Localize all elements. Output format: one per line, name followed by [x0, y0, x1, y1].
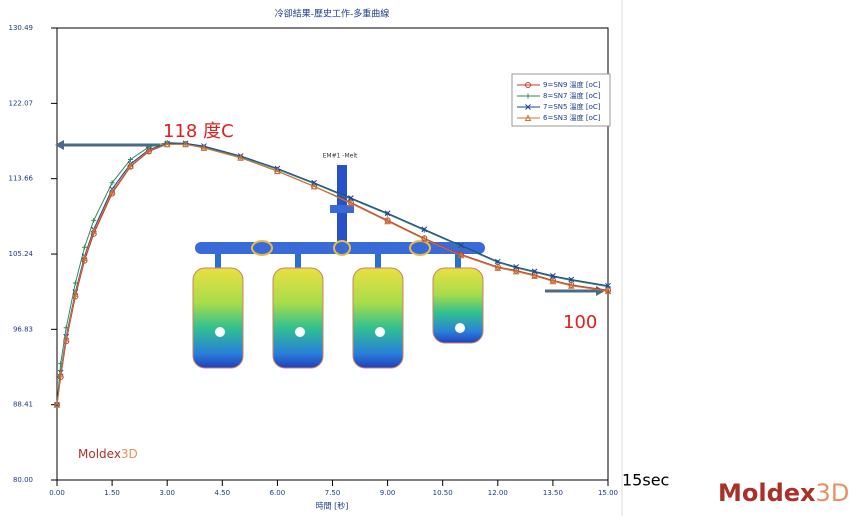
- x-tick-label: 10.50: [433, 489, 453, 497]
- logo-text: Moldex: [718, 479, 816, 507]
- y-tick-label: 113.66: [9, 175, 34, 183]
- legend-label: 6=SN3 溫度 [oC]: [543, 113, 601, 122]
- y-tick-label: 105.24: [9, 250, 34, 258]
- legend-label: 7=SN5 溫度 [oC]: [543, 102, 601, 111]
- y-tick-label: 122.07: [9, 99, 34, 107]
- x-tick-label: 1.50: [104, 489, 120, 497]
- x-tick-label: 7.50: [325, 489, 341, 497]
- x-tick-label: 9.00: [380, 489, 396, 497]
- logo: Moldex3D: [78, 447, 138, 461]
- logo-suffix: 3D: [816, 479, 850, 507]
- y-tick-label: 88.41: [13, 401, 33, 409]
- x-tick-label: 15.00: [598, 489, 618, 497]
- x-tick-label: 0.00: [49, 489, 65, 497]
- logo-suffix: 3D: [121, 447, 138, 461]
- chart-title: 冷卻結果-歷史工作-多重曲線: [275, 8, 390, 20]
- y-tick-label: 130.49: [9, 24, 34, 32]
- chart: 冷卻結果-歷史工作-多重曲線 時間 [秒] EM#1 -Melt 118 度C …: [0, 0, 865, 516]
- x-tick-label: 6.00: [270, 489, 286, 497]
- melt-label: EM#1 -Melt: [323, 153, 358, 160]
- x-tick-label: 3.00: [159, 489, 175, 497]
- annotation: 100: [563, 312, 597, 333]
- x-axis-label: 時間 [秒]: [316, 501, 349, 511]
- annotation: 15sec: [622, 471, 669, 490]
- x-tick-label: 4.50: [215, 489, 231, 497]
- page: 冷卻結果-歷史工作-多重曲線 時間 [秒] EM#1 -Melt 118 度C …: [0, 0, 865, 516]
- annotation: 118 度C: [163, 121, 234, 142]
- legend-label: 9=SN9 溫度 [oC]: [543, 80, 601, 89]
- y-tick-label: 80.00: [13, 476, 33, 484]
- logo-text: Moldex: [78, 447, 121, 461]
- legend-label: 8=SN7 溫度 [oC]: [543, 91, 601, 100]
- y-tick-label: 96.83: [13, 325, 33, 333]
- x-tick-label: 12.00: [488, 489, 508, 497]
- logo: Moldex3D: [718, 479, 849, 507]
- x-tick-label: 13.50: [543, 489, 563, 497]
